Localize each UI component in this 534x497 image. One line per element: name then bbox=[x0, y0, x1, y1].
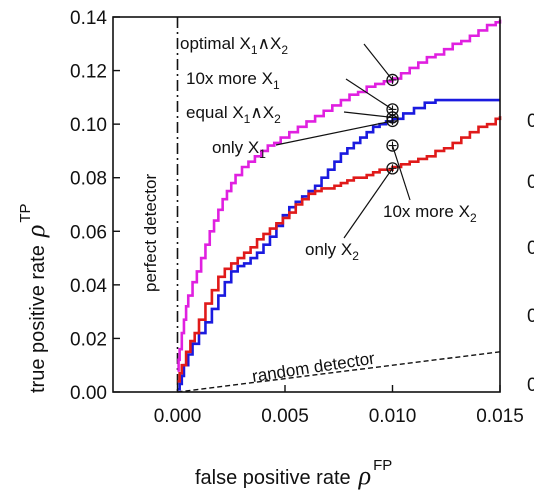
marker-leader-line bbox=[275, 120, 393, 146]
right-panel-tick-label: 0 bbox=[527, 111, 534, 132]
marker-label-tenx1: 10x more X1 bbox=[186, 69, 280, 92]
marker-label-only1: only X1 bbox=[212, 138, 266, 161]
x-tick-label: 0.000 bbox=[154, 406, 202, 427]
y-tick-label: 0.14 bbox=[70, 8, 107, 29]
marker-label-only2: only X2 bbox=[305, 240, 359, 263]
series-magenta-line bbox=[177, 19, 502, 372]
y-axis-sup: TP bbox=[17, 203, 34, 222]
right-panel-tick-label: 0 bbox=[527, 375, 534, 396]
marker-leader-line bbox=[343, 167, 393, 239]
x-tick-label: 0.010 bbox=[369, 406, 417, 427]
y-axis-label-text: true positive rate ρ TP bbox=[17, 203, 50, 393]
random-detector-label: random detector bbox=[251, 349, 377, 386]
marker-leader-line bbox=[345, 78, 393, 110]
x-axis-label-text: false positive rate bbox=[195, 467, 351, 489]
y-tick-label: 0.04 bbox=[70, 276, 107, 297]
marker-label-sub: 2 bbox=[274, 112, 281, 126]
marker-circle bbox=[386, 73, 399, 87]
y-tick-label: 0.12 bbox=[70, 62, 107, 83]
tick-layer: 0.00 0.02 0.04 0.06 0.08 0.10 0.12 0.14 0.000 0.0… bbox=[70, 8, 524, 427]
x-axis-symbol: ρ bbox=[358, 461, 371, 490]
y-tick-label: 0.00 bbox=[70, 383, 107, 404]
marker-label-sub: 1 bbox=[273, 78, 280, 92]
marker-label-main: only X bbox=[212, 138, 259, 157]
y-tick-label: 0.10 bbox=[70, 115, 107, 136]
series-red-line bbox=[177, 116, 502, 383]
y-axis-label: true positive rate ρ TP bbox=[17, 203, 50, 393]
series-random-line bbox=[177, 351, 501, 393]
clipped-right-panel-ticks: 0 0 0 0 0 bbox=[527, 111, 534, 396]
marker-label-sub: 1 bbox=[244, 112, 251, 126]
marker-circle bbox=[386, 162, 399, 175]
marker-circle bbox=[386, 114, 399, 128]
marker-label-equal: equal X1∧X2 bbox=[186, 103, 281, 126]
marker-label-main: optimal X bbox=[180, 34, 251, 53]
marker-label-sub: 2 bbox=[281, 43, 288, 57]
x-axis-label: false positive rate ρ FP bbox=[195, 457, 392, 490]
marker-label-tenx2: 10x more X2 bbox=[383, 202, 477, 225]
y-axis-symbol: ρ bbox=[21, 225, 50, 238]
marker-leader-line bbox=[363, 43, 393, 81]
y-axis-label-words: true positive rate bbox=[27, 245, 49, 393]
y-tick-label: 0.06 bbox=[70, 222, 107, 243]
right-panel-tick-label: 0 bbox=[527, 238, 534, 259]
right-panel-tick-label: 0 bbox=[527, 172, 534, 193]
marker-label-sub: 1 bbox=[251, 43, 258, 57]
y-tick-label: 0.02 bbox=[70, 329, 107, 350]
marker-label-main: equal X bbox=[186, 103, 244, 122]
x-axis-sup: FP bbox=[373, 457, 392, 474]
marker-label-main: only X bbox=[305, 240, 352, 259]
marker-label-main: 10x more X bbox=[383, 202, 470, 221]
marker-circle bbox=[386, 139, 399, 152]
marker-label-optimal: optimal X1∧X2 bbox=[180, 34, 288, 57]
marker-label-mid: ∧X bbox=[250, 103, 274, 122]
marker-label-sub: 1 bbox=[259, 147, 266, 161]
x-tick-label: 0.005 bbox=[261, 406, 309, 427]
marker-leader-line bbox=[391, 145, 411, 201]
y-tick-label: 0.08 bbox=[70, 169, 107, 190]
plot-frame bbox=[112, 16, 501, 393]
marker-label-mid: ∧X bbox=[258, 34, 282, 53]
perfect-detector-label: perfect detector bbox=[141, 174, 160, 292]
right-panel-tick-label: 0 bbox=[527, 306, 534, 327]
marker-leader-line bbox=[343, 111, 393, 119]
marker-label-main: 10x more X bbox=[186, 69, 273, 88]
marker-label-sub: 2 bbox=[470, 211, 477, 225]
x-tick-label: 0.015 bbox=[476, 406, 524, 427]
marker-label-sub: 2 bbox=[352, 249, 359, 263]
